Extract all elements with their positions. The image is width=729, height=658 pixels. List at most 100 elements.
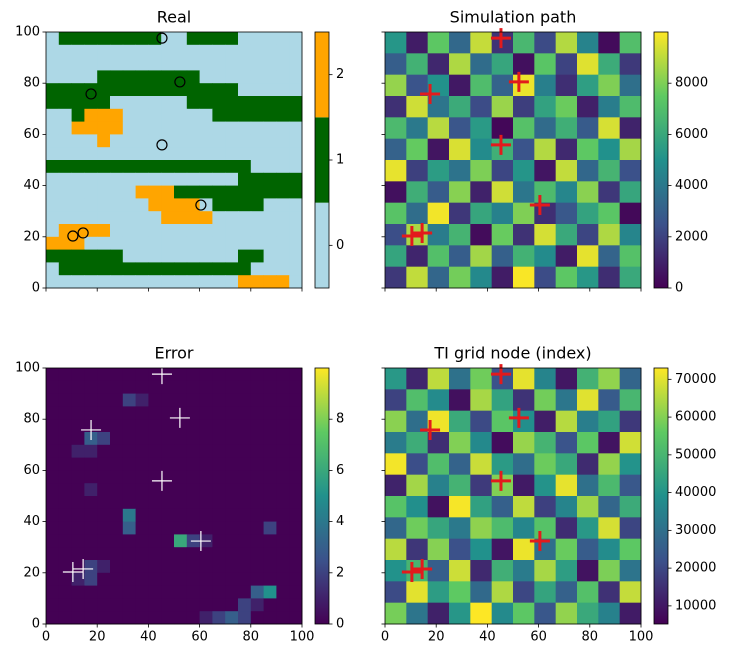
image-cell	[534, 138, 557, 161]
image-cell	[534, 181, 557, 204]
image-cell	[122, 393, 136, 407]
image-cell	[135, 547, 149, 561]
colorbar-tick-label: 1	[336, 153, 344, 168]
image-cell	[238, 160, 252, 174]
colorbar-tick-label: 2	[336, 565, 344, 580]
image-cell	[110, 585, 124, 599]
data-point	[412, 558, 433, 579]
image-cell	[225, 406, 239, 420]
image-cell	[406, 453, 429, 476]
image-cell	[161, 96, 175, 110]
image-cell	[577, 410, 599, 433]
image-cell	[238, 419, 252, 433]
image-cell	[71, 521, 85, 535]
y-tick-label: 0	[32, 617, 40, 632]
image-cell	[470, 474, 493, 497]
image-cell	[186, 432, 200, 446]
image-cell	[199, 560, 213, 574]
image-cell	[406, 496, 429, 518]
image-cell	[385, 224, 407, 246]
image-cell	[238, 380, 252, 394]
image-cell	[289, 147, 303, 161]
colorbar-segment	[315, 202, 329, 288]
image-cell	[161, 172, 175, 186]
data-point	[190, 531, 211, 552]
image-cell	[491, 496, 514, 518]
image-cell	[122, 57, 136, 71]
image-cell	[199, 108, 213, 122]
image-cell	[186, 262, 200, 276]
image-cell	[385, 453, 407, 476]
image-cell	[122, 32, 136, 46]
image-cell	[619, 53, 642, 76]
image-cell	[97, 32, 111, 46]
image-cell	[598, 117, 621, 140]
image-cell	[71, 534, 85, 548]
image-cell	[250, 57, 264, 71]
image-cell	[577, 602, 599, 625]
image-cell	[186, 508, 200, 522]
image-cell	[135, 172, 149, 186]
image-cell	[46, 585, 60, 599]
image-cell	[289, 393, 303, 407]
image-cell	[250, 547, 264, 561]
image-cell	[238, 496, 252, 510]
image-cell	[161, 83, 175, 97]
image-cell	[58, 236, 72, 250]
image-cell	[110, 121, 124, 135]
image-cell	[238, 249, 252, 263]
image-cell	[122, 598, 136, 612]
data-point	[151, 364, 172, 385]
image-cell	[84, 483, 98, 497]
image-cell	[263, 70, 277, 84]
y-tick-label: 100	[15, 25, 40, 40]
image-cell	[449, 74, 471, 97]
image-cell	[289, 585, 303, 599]
image-cell	[199, 172, 213, 186]
image-cell	[225, 134, 239, 148]
image-cell	[161, 44, 175, 58]
image-cell	[58, 406, 72, 420]
image-cell	[110, 172, 124, 186]
image-cell	[58, 224, 72, 238]
image-cell	[161, 572, 175, 586]
image-cell	[289, 611, 303, 625]
image-cell	[449, 581, 471, 604]
image-cell	[449, 474, 471, 497]
colorbar-tick-label: 4000	[675, 178, 708, 193]
image-cell	[84, 560, 98, 574]
image-cell	[148, 70, 162, 84]
image-cell	[555, 245, 578, 268]
image-cell	[238, 83, 252, 97]
image-cell	[161, 275, 175, 289]
image-cell	[110, 198, 124, 212]
image-cell	[110, 534, 124, 548]
image-cell	[385, 202, 407, 225]
image-cell	[58, 585, 72, 599]
image-cell	[186, 496, 200, 510]
image-cell	[427, 117, 450, 140]
image-cell	[84, 521, 98, 535]
image-cell	[555, 410, 578, 433]
image-cell	[148, 521, 162, 535]
title: Real	[157, 8, 192, 27]
image-cell	[71, 598, 85, 612]
image-cell	[406, 245, 429, 268]
image-cell	[135, 419, 149, 433]
image-cell	[199, 508, 213, 522]
image-cell	[276, 470, 290, 484]
image-cell	[238, 211, 252, 225]
image-cell	[97, 419, 111, 433]
image-cell	[84, 211, 98, 225]
image-cell	[122, 521, 136, 535]
image-cell	[97, 249, 111, 263]
image-cell	[199, 249, 213, 263]
image-cell	[84, 275, 98, 289]
image-cell	[491, 581, 514, 604]
image-cell	[174, 134, 188, 148]
image-cell	[148, 611, 162, 625]
image-cell	[238, 147, 252, 161]
image-cell	[598, 160, 621, 182]
x-tick-label: 0	[42, 630, 50, 645]
image-cell	[238, 598, 252, 612]
